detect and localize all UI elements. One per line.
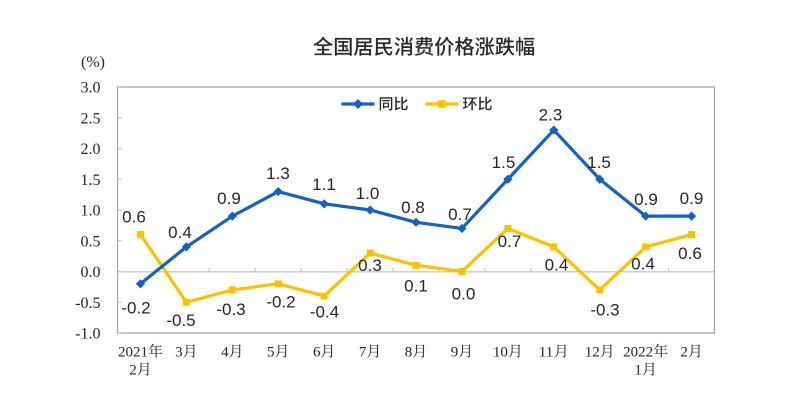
svg-text:1.0: 1.0 [81,203,101,220]
svg-text:1.1: 1.1 [312,175,336,194]
svg-text:5: 5 [267,345,275,361]
svg-text:0.0: 0.0 [81,264,101,281]
svg-text:-0.3: -0.3 [216,300,245,319]
svg-text:3.0: 3.0 [81,80,101,97]
svg-text:0.1: 0.1 [404,277,428,296]
svg-text:2.0: 2.0 [81,141,101,158]
svg-text:10: 10 [493,345,508,361]
svg-text:1.5: 1.5 [81,172,101,189]
svg-text:0.4: 0.4 [168,223,192,242]
svg-text:2022: 2022 [623,345,653,361]
svg-text:0.8: 0.8 [401,198,425,217]
svg-text:2: 2 [680,345,688,361]
svg-text:(%): (%) [81,54,105,71]
svg-text:11: 11 [539,345,553,361]
svg-text:0.6: 0.6 [678,244,702,263]
svg-text:0.9: 0.9 [634,190,658,209]
svg-text:0.9: 0.9 [217,189,241,208]
svg-text:-0.3: -0.3 [590,301,619,320]
svg-text:1.5: 1.5 [587,153,611,172]
svg-text:-0.2: -0.2 [266,293,295,312]
svg-text:1.3: 1.3 [266,164,290,183]
svg-text:-0.4: -0.4 [310,303,339,322]
svg-text:0.7: 0.7 [448,205,472,224]
svg-text:-0.2: -0.2 [121,299,150,318]
svg-text:7: 7 [359,345,367,361]
svg-text:2: 2 [129,363,137,379]
svg-text:0.7: 0.7 [498,232,522,251]
svg-text:2.3: 2.3 [539,106,563,125]
svg-text:1.0: 1.0 [356,184,380,203]
svg-text:8: 8 [405,345,413,361]
svg-text:12: 12 [585,345,600,361]
svg-text:6: 6 [313,345,321,361]
svg-text:0.3: 0.3 [358,256,382,275]
svg-text:4: 4 [221,345,229,361]
svg-text:1.5: 1.5 [492,153,516,172]
svg-text:0.9: 0.9 [680,189,704,208]
svg-text:-0.5: -0.5 [166,311,195,330]
svg-text:0.0: 0.0 [452,285,476,304]
svg-text:0.4: 0.4 [545,256,569,275]
svg-text:1: 1 [634,363,642,379]
svg-text:2.5: 2.5 [81,110,101,127]
svg-text:0.5: 0.5 [81,233,101,250]
svg-text:0.6: 0.6 [122,208,146,227]
svg-text:-0.5: -0.5 [75,295,100,312]
svg-text:9: 9 [451,345,459,361]
svg-text:-1.0: -1.0 [75,326,100,343]
svg-text:3: 3 [175,345,183,361]
svg-text:2021: 2021 [118,345,148,361]
svg-text:0.4: 0.4 [631,255,655,274]
